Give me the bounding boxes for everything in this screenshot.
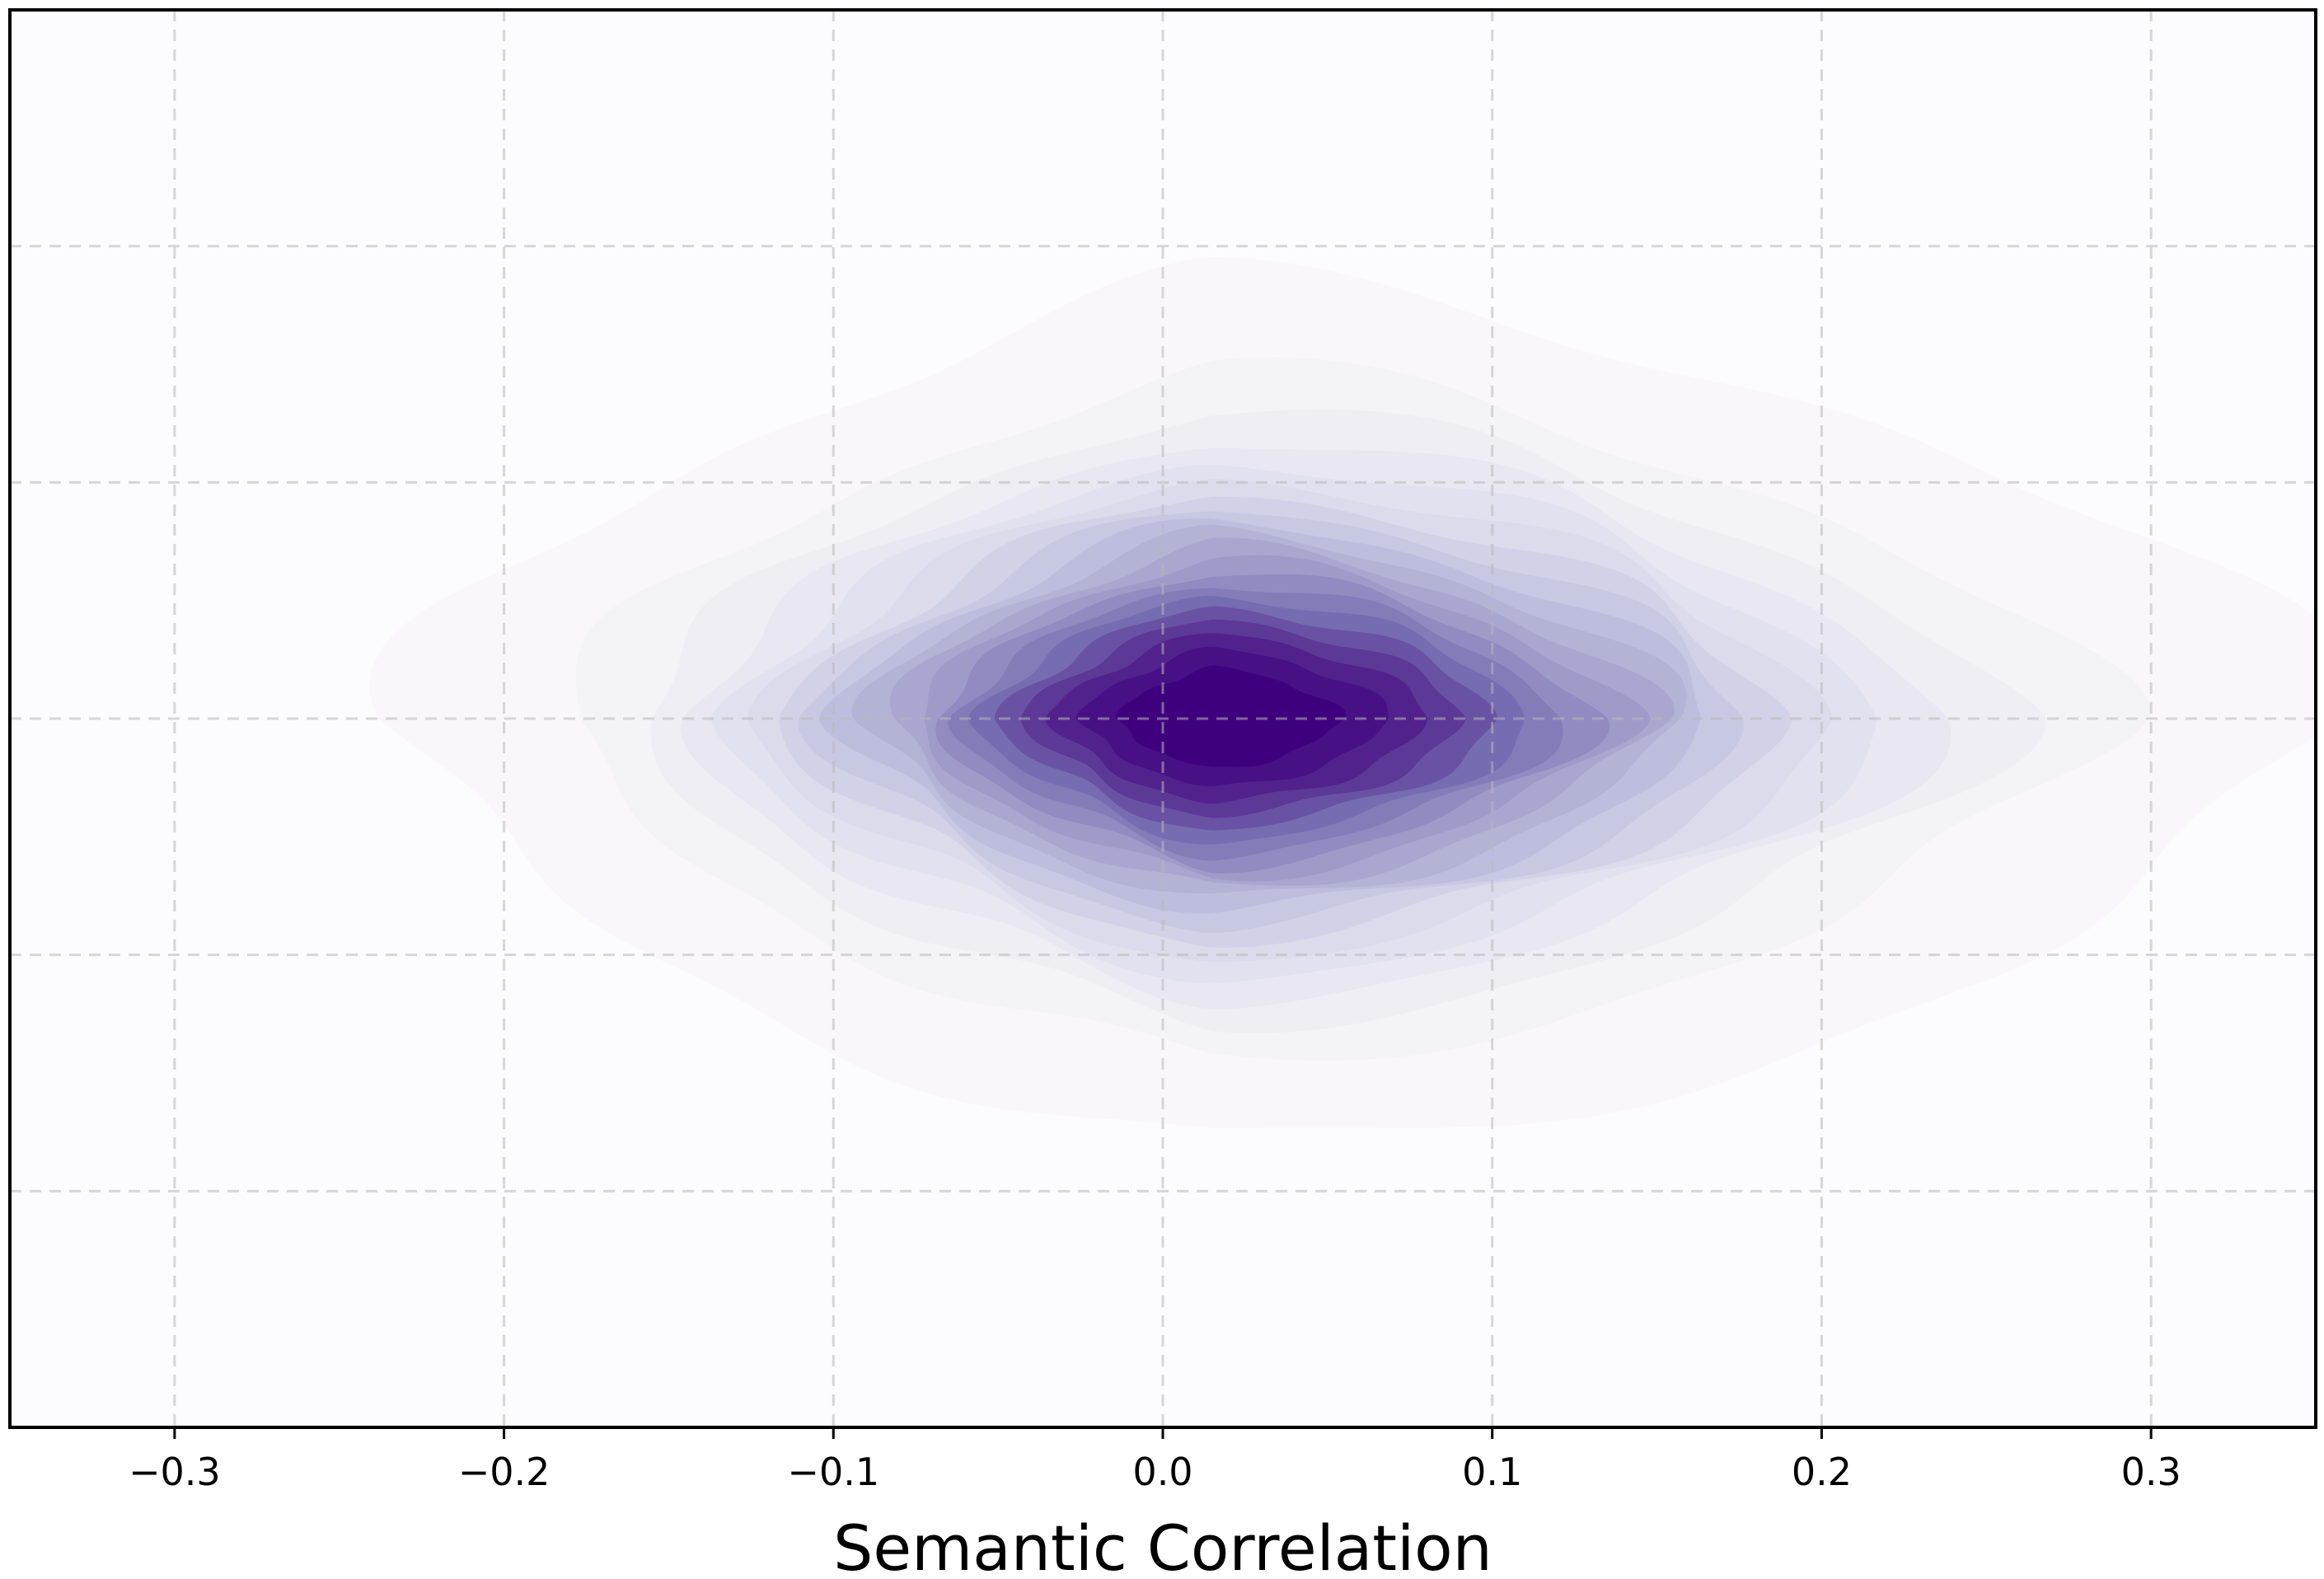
x-tick-label-5: 0.1 <box>1462 1450 1522 1494</box>
x-tick-label-4: 0.0 <box>1132 1450 1192 1494</box>
x-tick-label-6: 0.2 <box>1792 1450 1852 1494</box>
x-tick-label-7: 0.3 <box>2121 1450 2181 1494</box>
x-axis-ticks: −0.3 −0.2 −0.1 0.0 0.1 0.2 0.3 <box>129 1427 2181 1494</box>
grid-lines <box>10 10 2316 1427</box>
x-tick-label-3: −0.1 <box>787 1450 879 1494</box>
x-axis-label: Semantic Correlation <box>833 1511 1492 1579</box>
x-tick-label-2: −0.2 <box>458 1450 551 1494</box>
density-contours <box>369 256 2316 1128</box>
contour-level-20 <box>1116 665 1347 767</box>
x-tick-label-1: −0.3 <box>129 1450 221 1494</box>
